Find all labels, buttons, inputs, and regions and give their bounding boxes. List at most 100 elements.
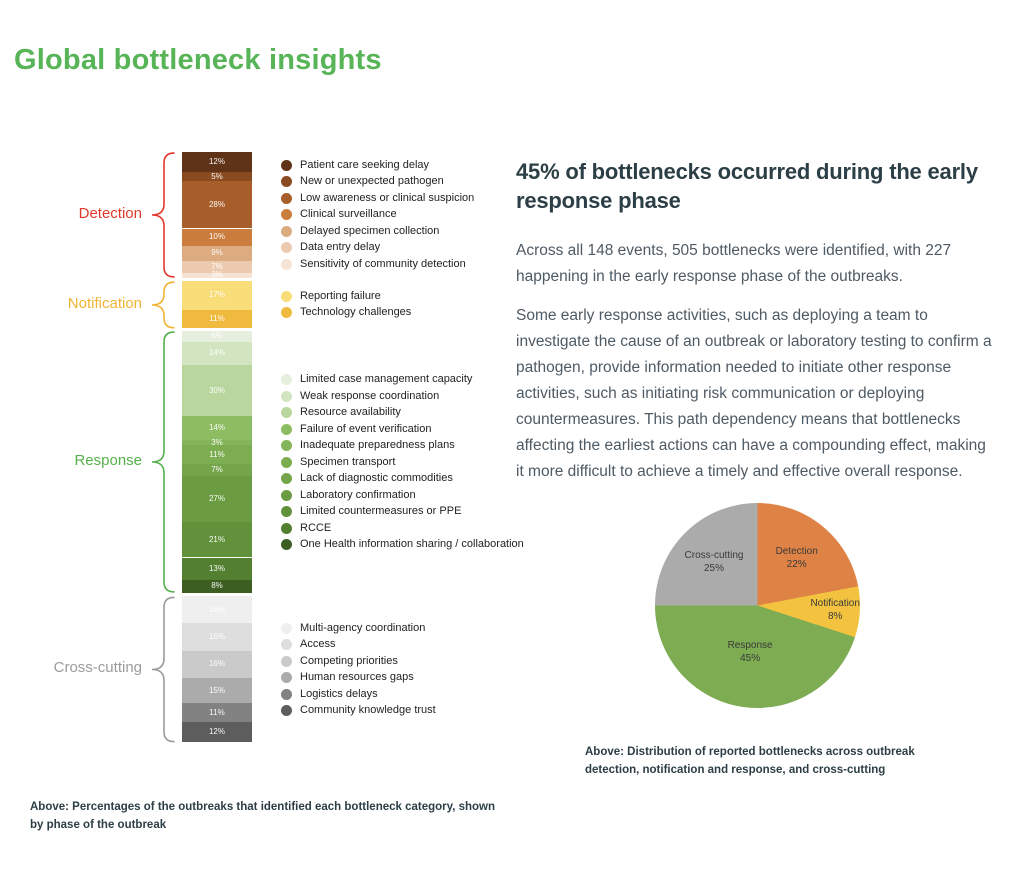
legend-label: Multi-agency coordination [300, 621, 426, 634]
bar-chart-caption: Above: Percentages of the outbreaks that… [30, 801, 495, 832]
bar-segment: 30% [182, 365, 252, 417]
legend-item: One Health information sharing / collabo… [281, 537, 524, 554]
legend-label: Specimen transport [300, 455, 396, 468]
pie-slice-value: 22% [786, 559, 807, 571]
legend-swatch-icon [281, 192, 292, 204]
bar-segment: 3% [182, 438, 252, 446]
legend-swatch-icon [281, 374, 292, 386]
phase-brace [150, 152, 176, 278]
legend-item: RCCE [281, 520, 524, 537]
legend-item: Logistics delays [281, 686, 436, 703]
legend-swatch-icon [281, 159, 292, 171]
bar-segment: 21% [182, 521, 252, 558]
legend-swatch-icon [281, 225, 292, 237]
bar-segment-value: 30% [208, 385, 225, 395]
pie-slice-label: Cross-cutting 25% [685, 549, 744, 575]
bar-segment: 6% [182, 331, 252, 342]
legend-label: Inadequate preparedness plans [300, 439, 455, 452]
bar-segment: 7% [182, 464, 252, 476]
legend-swatch-icon [281, 209, 292, 221]
legend-label: Data entry delay [300, 241, 381, 254]
legend-item: Multi-agency coordination [281, 620, 436, 637]
legend-label: Limited case management capacity [300, 373, 473, 386]
legend-label: Resource availability [300, 406, 401, 419]
legend-label: Patient care seeking delay [300, 158, 430, 171]
bar-segment: 27% [182, 475, 252, 522]
phase-label-cross-cutting: Cross-cutting [53, 659, 142, 677]
bar-segment-value: 11% [209, 707, 225, 717]
legend-item: Inadequate preparedness plans [281, 438, 524, 455]
legend-item: Human resources gaps [281, 669, 436, 686]
bar-segment-value: 14% [208, 348, 225, 358]
pie-slice-name: Notification [810, 598, 860, 610]
legend-label: Failure of event verification [300, 422, 432, 435]
pie-slice-value: 8% [827, 611, 843, 623]
pie-slice-name: Response [727, 640, 773, 652]
legend-label: Technology challenges [300, 306, 412, 319]
paragraph-2: Some early response activities, such as … [516, 307, 992, 481]
bar-segment: 16% [182, 623, 252, 651]
bar-segment: 14% [182, 341, 252, 366]
pie-chart-caption: Above: Distribution of reported bottlene… [585, 746, 915, 777]
bar-segment: 9% [182, 245, 252, 261]
legend-swatch-icon [281, 506, 292, 518]
legend-swatch-icon [281, 639, 292, 651]
legend-label: Low awareness or clinical suspicion [300, 191, 475, 204]
bar-segment-value: 3% [211, 270, 223, 280]
phase-brace [150, 331, 176, 594]
pie-chart: Detection 22% Notification 8% Response 45% Cro… [655, 503, 860, 708]
legend-swatch-icon [281, 489, 292, 501]
bar-segment-value: 8% [211, 581, 223, 591]
legend-swatch-icon [281, 307, 292, 319]
legend-label: Access [300, 638, 336, 651]
legend-swatch-icon [281, 655, 292, 667]
legend-group-notification: Reporting failure Technology challenges [281, 288, 411, 321]
legend-item: Patient care seeking delay [281, 157, 474, 174]
curly-brace-icon [151, 281, 175, 329]
legend-label: Community knowledge trust [300, 704, 436, 717]
bar-segment: 16% [182, 596, 252, 624]
legend-item: Community knowledge trust [281, 702, 436, 719]
bar-segment: 5% [182, 172, 252, 181]
legend-item: Sensitivity of community detection [281, 256, 474, 273]
legend-group-cross-cutting: Multi-agency coordination Access Competing… [281, 620, 436, 719]
legend-label: Limited countermeasures or PPE [300, 505, 462, 518]
legend-label: Sensitivity of community detection [300, 257, 466, 270]
legend-label: Competing priorities [300, 654, 398, 667]
bar-segment-value: 13% [208, 563, 225, 573]
legend-swatch-icon [281, 522, 292, 534]
legend-item: Reporting failure [281, 288, 411, 305]
pie-slice-name: Cross-cutting [684, 550, 744, 561]
legend-item: Technology challenges [281, 305, 411, 322]
bar-segment: 7% [182, 260, 252, 273]
legend-label: RCCE [300, 521, 332, 534]
bar-segment-value: 16% [208, 604, 225, 614]
legend-swatch-icon [281, 705, 292, 717]
bar-segment-value: 11% [209, 314, 225, 324]
bar-segment-value: 15% [208, 685, 225, 695]
bar-segment: 15% [182, 677, 252, 704]
legend-item: Weak response coordination [281, 388, 524, 405]
bar-segment: 12% [182, 722, 252, 743]
legend-label: Weak response coordination [300, 389, 440, 402]
legend-item: New or unexpected pathogen [281, 174, 474, 191]
legend-item: Delayed specimen collection [281, 223, 474, 240]
legend-group-response: Limited case management capacity Weak res… [281, 372, 524, 554]
phase-label-response: Response [74, 452, 142, 470]
bar-segment: 11% [182, 703, 252, 722]
legend-swatch-icon [281, 440, 292, 452]
bar-segment-value: 7% [211, 464, 223, 474]
page-title: Global bottleneck insights [14, 44, 382, 76]
phase-label-detection: Detection [78, 204, 142, 222]
legend-swatch-icon [281, 290, 292, 302]
legend-item: Specimen transport [281, 454, 524, 471]
bar-segment: 8% [182, 579, 252, 594]
pie-slice-name: Detection [775, 546, 818, 558]
legend-swatch-icon [281, 456, 292, 468]
bar-segment-value: 12% [208, 157, 225, 167]
pie-slice-label: Detection 22% [776, 545, 818, 571]
legend-item: Limited countermeasures or PPE [281, 504, 524, 521]
legend-swatch-icon [281, 539, 292, 551]
bar-segment: 13% [182, 557, 252, 580]
legend-item: Failure of event verification [281, 421, 524, 438]
